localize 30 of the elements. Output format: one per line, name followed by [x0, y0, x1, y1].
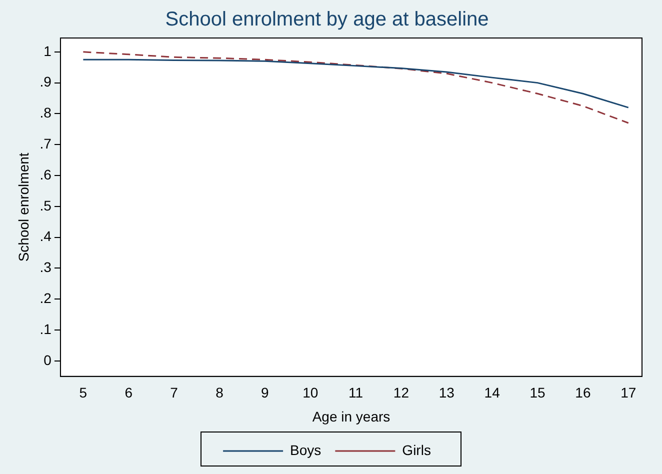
x-tick-label: 5 [79, 384, 88, 401]
chart-title: School enrolment by age at baseline [165, 8, 489, 31]
y-tick-label: .3 [40, 259, 52, 276]
y-tick-label: .5 [40, 197, 52, 214]
x-tick-label: 11 [348, 384, 364, 401]
y-tick-label: 0 [44, 352, 52, 368]
x-tick-label: 6 [124, 384, 133, 401]
x-tick-label: 13 [438, 384, 455, 401]
x-axis-title: Age in years [312, 408, 390, 424]
x-tick-label: 17 [620, 384, 636, 401]
x-tick-label: 7 [170, 384, 178, 401]
x-tick-label: 14 [484, 384, 500, 401]
y-tick-label: .8 [40, 104, 52, 121]
legend-label: Boys [290, 442, 322, 458]
line-series [82, 51, 630, 124]
x-tick-label: 9 [261, 384, 270, 401]
y-tick-label: .2 [40, 290, 52, 306]
x-tick-label: 8 [216, 384, 224, 401]
x-tick-label: 16 [575, 384, 591, 401]
y-axis-title: School enrolment [15, 152, 32, 262]
y-tick-label: .7 [40, 135, 52, 152]
y-tick-label: .4 [40, 228, 52, 244]
x-tick-label: 12 [393, 384, 410, 401]
x-tick-label: 15 [530, 384, 546, 401]
y-tick-label: .6 [40, 166, 52, 182]
y-tick-label: .1 [40, 320, 52, 337]
legend-label: Girls [402, 442, 431, 458]
y-tick-label: 1 [44, 42, 52, 59]
x-tick-label: 10 [302, 384, 318, 401]
y-tick-label: .9 [40, 74, 52, 90]
